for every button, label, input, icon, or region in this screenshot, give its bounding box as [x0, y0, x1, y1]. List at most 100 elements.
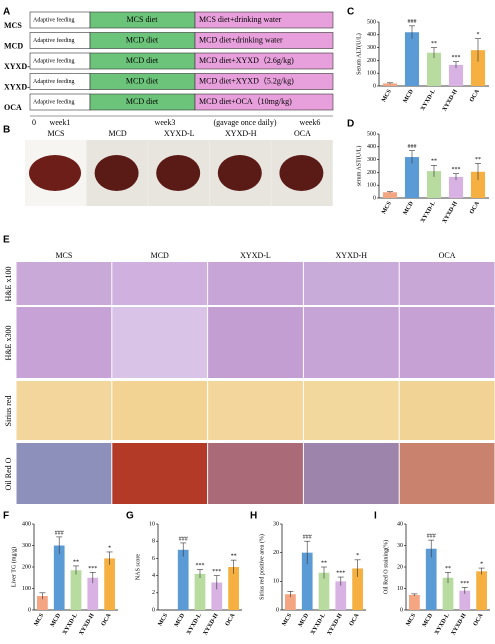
- significance: **: [431, 41, 437, 47]
- y-axis-label: Liver TG (mg/g): [10, 547, 17, 587]
- bar: [352, 568, 363, 610]
- significance: **: [475, 157, 481, 163]
- bar: [285, 594, 296, 610]
- x-tick-label: OCA: [225, 612, 237, 627]
- micrograph: [303, 381, 399, 440]
- micrograph: [208, 307, 303, 378]
- significance: *: [477, 32, 480, 38]
- bar: [177, 549, 189, 610]
- significance: ###: [55, 530, 64, 536]
- adaptive-text: Adaptive feeding: [33, 16, 74, 23]
- column-header: MCD: [151, 251, 169, 260]
- bar: [470, 171, 486, 198]
- micrograph: [112, 262, 208, 305]
- significance: ***: [460, 581, 469, 587]
- x-tick-label: MCS: [33, 612, 45, 627]
- significance: **: [231, 553, 237, 559]
- liver: [217, 155, 262, 191]
- y-tick-label: 200: [367, 170, 376, 176]
- micrograph: [16, 443, 112, 504]
- significance: **: [431, 159, 437, 165]
- y-tick-label: 400: [367, 32, 376, 38]
- y-tick-label: 0: [152, 607, 155, 613]
- photo-label: MCD: [108, 129, 126, 138]
- x-tick-label: XYXD-H: [203, 612, 220, 636]
- y-axis-label: NAS score: [135, 554, 141, 580]
- treatment-text: MCD diet+XYXD（5.2g/kg): [199, 76, 294, 85]
- micrograph: [399, 443, 495, 504]
- x-tick-label: MCD: [298, 612, 311, 628]
- bar: [53, 545, 65, 610]
- significance: *: [108, 545, 111, 551]
- bar: [382, 192, 398, 198]
- bar: [442, 577, 454, 610]
- significance: ***: [452, 167, 461, 173]
- micrograph: [208, 262, 303, 305]
- x-tick-label: MCS: [405, 612, 417, 627]
- y-tick-label: 400: [367, 144, 376, 150]
- x-tick-label: MCS: [381, 88, 393, 103]
- y-tick-label: 10: [149, 521, 155, 527]
- timeline-label: (gavage once daily): [213, 118, 276, 127]
- x-tick-label: OCA: [473, 612, 485, 627]
- x-tick-label: OCA: [101, 612, 113, 627]
- significance: ###: [427, 534, 436, 540]
- treatment-box: [194, 11, 334, 29]
- y-tick-label: 100: [22, 586, 31, 592]
- timeline-label: 0: [32, 118, 36, 127]
- row-label: Oil Red O: [4, 457, 13, 490]
- micrograph: [399, 381, 495, 440]
- adaptive-text: Adaptive feeding: [33, 98, 74, 105]
- panel-letter: D: [347, 119, 354, 130]
- diet-text: MCD diet: [126, 35, 159, 44]
- y-tick-label: 40: [397, 521, 403, 527]
- adaptive-text: Adaptive feeding: [33, 78, 74, 85]
- micrograph: [16, 262, 112, 305]
- significance: ###: [179, 536, 188, 542]
- panel-letter: E: [3, 235, 10, 246]
- micrograph: [399, 307, 495, 378]
- significance: ###: [408, 144, 417, 150]
- group-label: XYXD-L: [4, 62, 35, 71]
- y-tick-label: 30: [273, 521, 279, 527]
- y-tick-label: 30: [397, 543, 403, 549]
- micrograph: [399, 262, 495, 305]
- bar: [425, 548, 437, 610]
- x-tick-label: XYXD-L: [62, 613, 79, 636]
- timeline-label: week3: [155, 118, 176, 127]
- liver: [94, 155, 139, 191]
- y-tick-label: 0: [276, 607, 279, 613]
- group-label: MCS: [4, 21, 22, 30]
- treatment-text: MCD diet+drinking water: [199, 35, 283, 44]
- y-tick-label: 0: [400, 607, 403, 613]
- x-tick-label: MCD: [403, 88, 416, 104]
- x-tick-label: XYXD-H: [327, 612, 344, 636]
- micrograph: [208, 381, 303, 440]
- panel-letter: I: [374, 511, 377, 522]
- liver: [279, 155, 324, 191]
- treatment-box: [194, 32, 334, 49]
- group-label: MCD: [4, 41, 23, 50]
- bar: [194, 573, 206, 610]
- bar: [448, 176, 464, 198]
- y-axis-label: serum AST(U/L): [355, 146, 362, 187]
- significance: ***: [196, 563, 205, 569]
- bar: [470, 50, 486, 86]
- y-tick-label: 0: [373, 83, 376, 89]
- photo-label: XYXD-H: [225, 129, 257, 138]
- x-tick-label: OCA: [349, 612, 361, 627]
- photo-label: XYXD-L: [164, 129, 195, 138]
- x-tick-label: OCA: [469, 88, 481, 103]
- row-label: H&E x100: [4, 267, 13, 302]
- panel-letter: H: [250, 511, 257, 522]
- y-tick-label: 500: [367, 19, 376, 25]
- adaptive-text: Adaptive feeding: [33, 57, 74, 64]
- y-axis-label: Sirius red positive area (%): [258, 534, 265, 600]
- x-tick-label: OCA: [469, 200, 481, 215]
- y-tick-label: 10: [273, 579, 279, 585]
- significance: ***: [452, 55, 461, 61]
- x-tick-label: MCS: [157, 612, 169, 627]
- x-tick-label: XYXD-L: [310, 613, 327, 636]
- liver: [29, 155, 81, 191]
